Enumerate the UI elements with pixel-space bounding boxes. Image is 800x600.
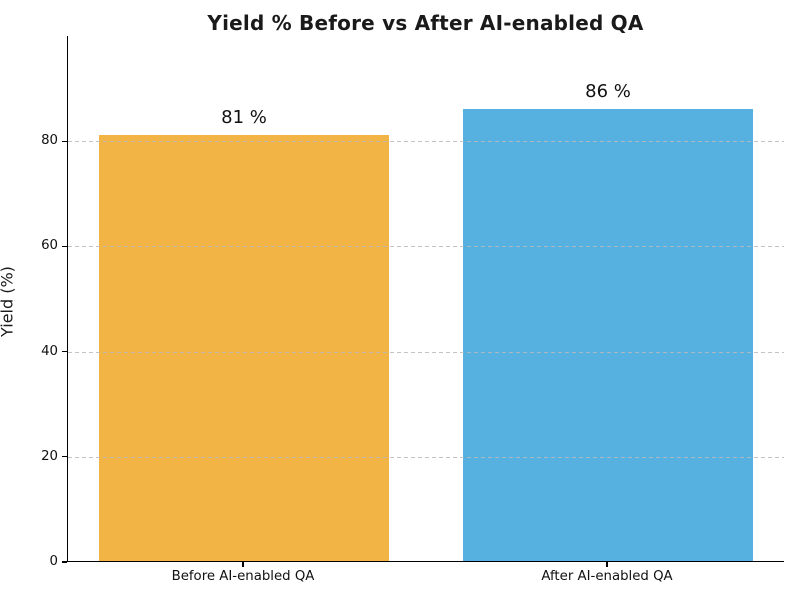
bar-value-label-2: 86 % <box>585 80 631 102</box>
y-axis-tick-label: 0 <box>49 554 58 569</box>
y-axis-tick-mark <box>62 245 67 248</box>
bar-2 <box>463 108 753 561</box>
y-axis-tick-mark <box>62 456 67 458</box>
plot-area: 81 % 86 % <box>67 36 784 562</box>
bar-value-label-1: 81 % <box>221 106 267 128</box>
gridline-60 <box>68 246 784 248</box>
y-axis-tick-mark <box>62 561 67 563</box>
gridline-80 <box>68 141 784 143</box>
y-axis-tick-label: 60 <box>41 238 58 254</box>
x-axis-tick-label: After AI-enabled QA <box>541 569 673 584</box>
gridline-20 <box>68 456 784 458</box>
bar-1 <box>99 134 389 561</box>
y-axis-tick-mark <box>62 140 67 142</box>
y-axis-tick-label: 20 <box>41 448 58 464</box>
y-axis-tick-label: 80 <box>41 133 58 149</box>
x-axis-tick-mark <box>606 562 608 567</box>
x-axis-tick-mark <box>242 562 244 567</box>
y-axis-tick-label: 40 <box>41 343 58 359</box>
y-axis-label: Yield (%) <box>0 266 17 337</box>
chart-title: Yield % Before vs After AI-enabled QA <box>207 11 644 35</box>
x-axis-tick-label: Before AI-enabled QA <box>171 569 315 584</box>
y-axis-tick-mark <box>62 350 67 353</box>
gridline-40 <box>68 351 784 353</box>
